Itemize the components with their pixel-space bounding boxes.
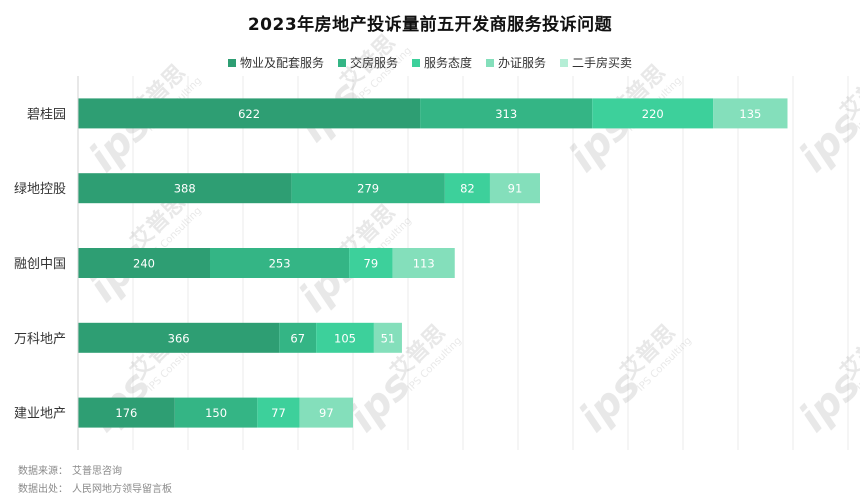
legend: 物业及配套服务 交房服务 服务态度 办证服务 二手房买卖 bbox=[0, 54, 860, 71]
footnote-source: 数据来源： 艾普思咨询 bbox=[18, 462, 126, 477]
data-label: 82 bbox=[460, 182, 475, 196]
data-label: 113 bbox=[413, 257, 435, 271]
bar-segment bbox=[592, 98, 714, 129]
footnote-origin-value: 人民网地方领导留言板 bbox=[72, 484, 172, 495]
data-label: 67 bbox=[290, 331, 305, 345]
bar-segment bbox=[299, 397, 353, 428]
legend-label: 二手房买卖 bbox=[572, 56, 633, 70]
bar-segment bbox=[713, 98, 788, 129]
chart-title: 2023年房地产投诉量前五开发商服务投诉问题 bbox=[247, 15, 613, 35]
bar-segment bbox=[373, 322, 402, 353]
footnote-origin: 数据出处： 人民网地方领导留言板 bbox=[18, 480, 176, 495]
legend-label: 服务态度 bbox=[423, 56, 472, 70]
bar-segment bbox=[78, 322, 280, 353]
category-label: 万科地产 bbox=[14, 332, 66, 347]
bar-segment bbox=[279, 322, 317, 353]
data-label: 253 bbox=[269, 257, 291, 271]
data-label: 97 bbox=[319, 406, 334, 420]
category-label: 融创中国 bbox=[14, 257, 66, 272]
data-label: 388 bbox=[174, 182, 196, 196]
data-label: 220 bbox=[642, 107, 664, 121]
bar-segment bbox=[78, 173, 292, 204]
data-label: 105 bbox=[334, 331, 356, 345]
bar-segment bbox=[316, 322, 374, 353]
bar-segment bbox=[420, 98, 593, 129]
data-label: 622 bbox=[238, 107, 260, 121]
data-label: 150 bbox=[205, 406, 227, 420]
category-label: 绿地控股 bbox=[14, 182, 66, 197]
bar-segment bbox=[78, 248, 210, 278]
footnote-source-value: 艾普思咨询 bbox=[72, 466, 122, 477]
legend-swatch bbox=[227, 58, 236, 67]
data-label: 77 bbox=[271, 406, 286, 420]
bar-segment bbox=[291, 173, 445, 204]
legend-item: 服务态度 bbox=[411, 54, 472, 71]
data-label: 51 bbox=[381, 331, 396, 345]
data-label: 176 bbox=[115, 406, 137, 420]
data-label: 79 bbox=[364, 257, 379, 271]
data-label: 240 bbox=[133, 257, 155, 271]
legend-swatch bbox=[337, 58, 346, 67]
bar-segment bbox=[257, 397, 300, 428]
legend-label: 办证服务 bbox=[498, 56, 547, 70]
legend-item: 交房服务 bbox=[337, 54, 398, 71]
legend-swatch bbox=[411, 58, 420, 67]
footnote-source-label: 数据来源： bbox=[18, 466, 68, 477]
bar-segment bbox=[174, 397, 258, 428]
data-label: 91 bbox=[508, 182, 523, 196]
bar-segment bbox=[78, 98, 421, 129]
bar-segment bbox=[210, 248, 350, 278]
data-label: 279 bbox=[357, 182, 379, 196]
data-label: 313 bbox=[495, 107, 517, 121]
legend-label: 物业及配套服务 bbox=[239, 56, 324, 70]
bar-segment bbox=[392, 248, 455, 278]
bar-segment bbox=[444, 173, 490, 204]
bar-segment bbox=[78, 397, 175, 428]
legend-item: 二手房买卖 bbox=[560, 54, 632, 71]
legend-label: 交房服务 bbox=[349, 56, 398, 70]
category-label: 碧桂园 bbox=[27, 107, 66, 122]
data-label: 366 bbox=[168, 331, 190, 345]
data-label: 135 bbox=[739, 107, 761, 121]
legend-swatch bbox=[560, 58, 569, 67]
footnote-origin-label: 数据出处： bbox=[18, 484, 68, 495]
bar-segment bbox=[349, 248, 393, 278]
category-label: 建业地产 bbox=[14, 407, 66, 422]
legend-item: 物业及配套服务 bbox=[227, 54, 324, 71]
bar-segment bbox=[489, 173, 540, 204]
legend-item: 办证服务 bbox=[486, 54, 546, 71]
legend-swatch bbox=[486, 58, 494, 67]
